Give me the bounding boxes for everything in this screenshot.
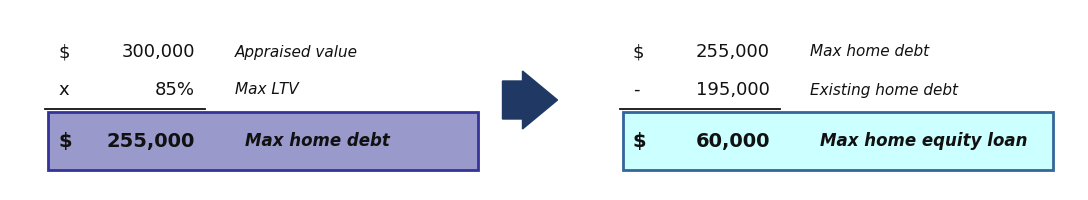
FancyBboxPatch shape xyxy=(48,112,478,170)
Text: 85%: 85% xyxy=(154,81,195,99)
Text: $: $ xyxy=(58,43,70,61)
Text: $: $ xyxy=(633,43,644,61)
Text: 255,000: 255,000 xyxy=(696,43,770,61)
Text: x: x xyxy=(58,81,69,99)
Text: 195,000: 195,000 xyxy=(696,81,770,99)
Text: Max home equity loan: Max home equity loan xyxy=(820,132,1027,150)
Text: 255,000: 255,000 xyxy=(107,132,195,150)
Text: 300,000: 300,000 xyxy=(122,43,195,61)
Text: Max LTV: Max LTV xyxy=(235,82,298,98)
FancyArrow shape xyxy=(503,71,557,129)
Text: $: $ xyxy=(633,132,646,150)
Text: Max home debt: Max home debt xyxy=(245,132,390,150)
FancyBboxPatch shape xyxy=(623,112,1053,170)
Text: $: $ xyxy=(58,132,72,150)
Text: Existing home debt: Existing home debt xyxy=(809,82,959,98)
Text: Max home debt: Max home debt xyxy=(809,45,929,60)
Text: Appraised value: Appraised value xyxy=(235,45,358,60)
Text: -: - xyxy=(633,81,640,99)
Text: 60,000: 60,000 xyxy=(695,132,770,150)
